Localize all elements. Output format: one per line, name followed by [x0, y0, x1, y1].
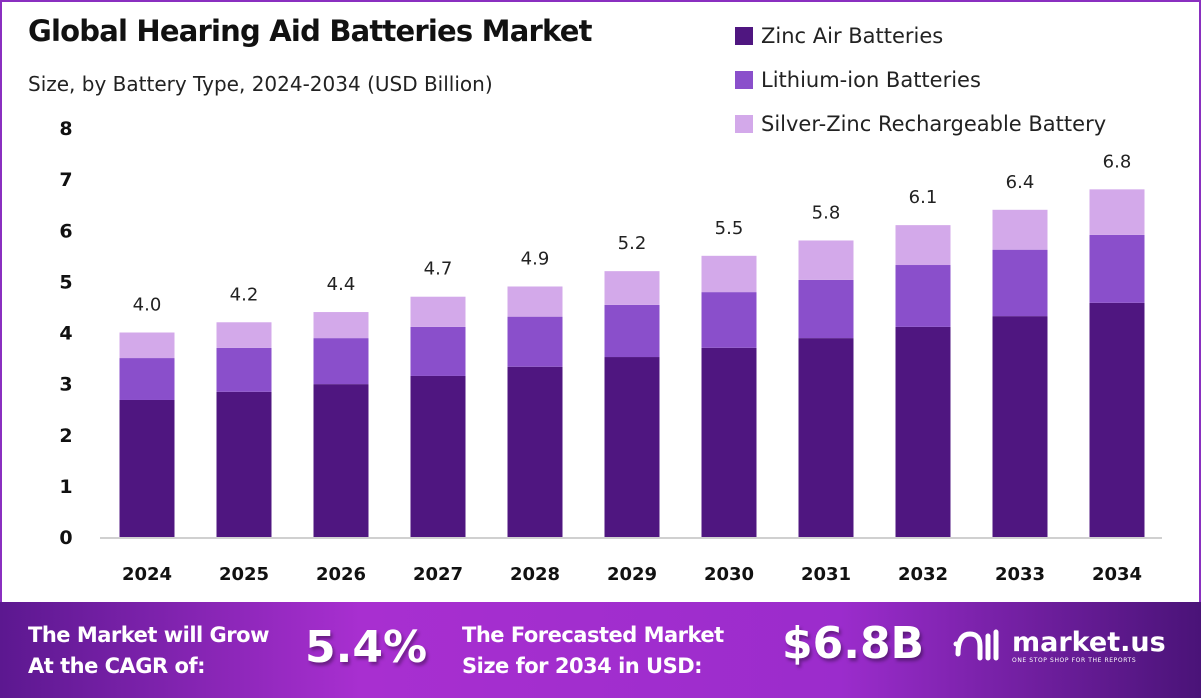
market-us-logo: market.us ONE STOP SHOP FOR THE REPORTS [952, 624, 1166, 668]
bar-segment [1089, 189, 1145, 235]
bar-segment [701, 292, 757, 348]
legend-label: Silver-Zinc Rechargeable Battery [761, 112, 1107, 136]
bar-segment [216, 322, 272, 348]
bar-total-label: 5.5 [715, 218, 744, 239]
bar-segment [1089, 302, 1145, 537]
x-tick-label: 2033 [995, 564, 1045, 585]
bar-segment [604, 357, 660, 537]
y-tick-label: 1 [59, 476, 72, 498]
bar-segment [313, 338, 369, 385]
bar-segment [701, 347, 757, 537]
legend-swatch [735, 71, 753, 89]
bar-segment [798, 240, 854, 280]
bar-total-label: 4.9 [521, 248, 550, 269]
y-tick-label: 4 [59, 323, 72, 345]
bar-segment [216, 347, 272, 392]
chart-subtitle: Size, by Battery Type, 2024-2034 (USD Bi… [28, 72, 493, 96]
logo-icon [953, 629, 999, 661]
x-tick-label: 2026 [316, 564, 366, 585]
forecast-label: The Forecasted Market Size for 2034 in U… [462, 620, 724, 682]
legend-label: Zinc Air Batteries [761, 24, 944, 48]
bar-chart: 0 1 2 3 4 5 6 7 8 4.0 2024 4.2 2025 4.4 2026 4.7 2027 4.9… [59, 118, 1162, 585]
bar-segment [216, 391, 272, 537]
bar-segment [604, 271, 660, 305]
bar-segment [313, 312, 369, 339]
bar-segment [119, 399, 175, 537]
bar-total-label: 6.4 [1006, 172, 1035, 193]
forecast-label-line1: The Forecasted Market [462, 623, 724, 647]
logo-text: market.us [1012, 626, 1166, 658]
bar-total-label: 5.8 [812, 202, 841, 223]
bar-segment [895, 326, 951, 537]
bar-segment [895, 225, 951, 266]
legend-swatch [735, 27, 753, 45]
x-tick-label: 2028 [510, 564, 560, 585]
x-tick-label: 2030 [704, 564, 754, 585]
bar-segment [992, 249, 1048, 317]
x-tick-label: 2027 [413, 564, 463, 585]
bar-segment [701, 255, 757, 293]
y-tick-label: 0 [59, 527, 72, 549]
y-tick-label: 5 [59, 271, 72, 293]
bar-segment [410, 375, 466, 537]
x-tick-label: 2024 [122, 564, 172, 585]
bar-segment [119, 332, 175, 359]
legend-label: Lithium-ion Batteries [761, 68, 981, 92]
cagr-label-line2: At the CAGR of: [28, 654, 205, 678]
bar-total-label: 5.2 [618, 233, 647, 254]
cagr-value: 5.4% [305, 622, 428, 673]
bar-total-label: 6.1 [909, 187, 938, 208]
bar-segment [798, 338, 854, 537]
bar-segment [992, 316, 1048, 537]
x-tick-label: 2029 [607, 564, 657, 585]
y-tick-label: 3 [59, 374, 72, 396]
forecast-value: $6.8B [782, 618, 925, 669]
bar-segment [1089, 234, 1145, 303]
x-tick-label: 2025 [219, 564, 269, 585]
x-tick-label: 2031 [801, 564, 851, 585]
legend-swatch [735, 115, 753, 133]
y-tick-label: 8 [59, 118, 72, 140]
cagr-label: The Market will Grow At the CAGR of: [28, 620, 269, 682]
bar-segment [895, 265, 951, 327]
bar-segment [798, 279, 854, 339]
bar-segment [507, 286, 563, 317]
y-tick-label: 6 [59, 220, 72, 242]
y-tick-label: 7 [59, 169, 72, 191]
logo-tagline: ONE STOP SHOP FOR THE REPORTS [1012, 656, 1137, 664]
chart-title: Global Hearing Aid Batteries Market [28, 14, 592, 48]
legend-item-zinc-air: Zinc Air Batteries [735, 14, 1106, 58]
bar-segment [313, 384, 369, 537]
bar-segment [410, 296, 466, 327]
bar-segment [410, 326, 466, 376]
bar-segment [604, 304, 660, 358]
legend-item-silver-zinc: Silver-Zinc Rechargeable Battery [735, 102, 1106, 146]
bar-segment [507, 366, 563, 537]
legend-item-lithium-ion: Lithium-ion Batteries [735, 58, 1106, 102]
cagr-label-line1: The Market will Grow [28, 623, 269, 647]
bar-total-label: 4.2 [230, 284, 259, 305]
y-tick-label: 2 [59, 425, 72, 447]
footer-banner: The Market will Grow At the CAGR of: 5.4… [0, 602, 1201, 698]
forecast-label-line2: Size for 2034 in USD: [462, 654, 703, 678]
x-tick-label: 2034 [1092, 564, 1142, 585]
bar-total-label: 4.4 [327, 274, 356, 295]
bar-total-label: 6.8 [1103, 151, 1132, 172]
bar-segment [992, 209, 1048, 250]
bar-total-label: 4.0 [133, 295, 162, 316]
bar-segment [507, 316, 563, 367]
bar-total-label: 4.7 [424, 259, 453, 280]
x-tick-label: 2032 [898, 564, 948, 585]
legend: Zinc Air Batteries Lithium-ion Batteries… [735, 14, 1106, 146]
bar-segment [119, 358, 175, 400]
